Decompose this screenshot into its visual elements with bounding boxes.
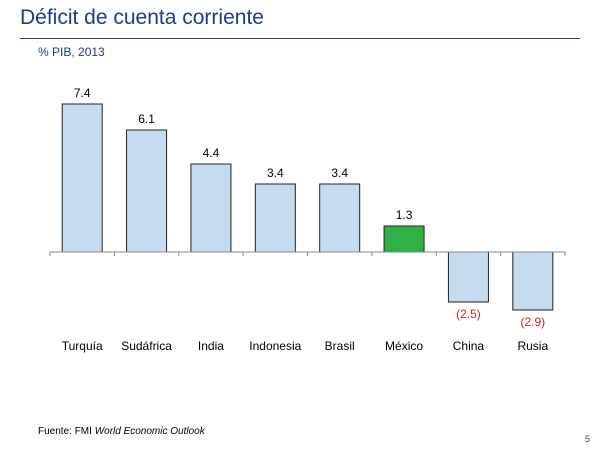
bar-value-label-1: 6.1 — [138, 112, 155, 126]
bar-6 — [447, 251, 489, 303]
bar-7 — [512, 251, 554, 311]
source-publication: World Economic Outlook — [94, 426, 205, 437]
category-label-1: Sudáfrica — [121, 339, 172, 353]
bar-4 — [319, 183, 361, 253]
bar-1 — [126, 129, 168, 253]
bar-5 — [383, 225, 425, 253]
source-prefix: Fuente: FMI — [38, 426, 95, 437]
bar-value-label-7: (2.9) — [520, 315, 545, 329]
bar-value-label-4: 3.4 — [331, 166, 348, 180]
bars-layer — [61, 103, 554, 311]
category-label-4: Brasil — [325, 339, 355, 353]
category-label-0: Turquía — [62, 339, 103, 353]
title-divider — [20, 38, 580, 39]
slide-title: Déficit de cuenta corriente — [20, 6, 264, 29]
category-label-2: India — [198, 339, 224, 353]
category-label-3: Indonesia — [249, 339, 301, 353]
page-number: 5 — [584, 434, 590, 444]
chart-subtitle: % PIB, 2013 — [38, 45, 105, 59]
bar-value-label-3: 3.4 — [267, 166, 284, 180]
category-label-7: Rusia — [517, 339, 548, 353]
bar-value-label-2: 4.4 — [203, 146, 220, 160]
bar-value-label-0: 7.4 — [74, 86, 91, 100]
bar-2 — [190, 163, 232, 253]
category-label-6: China — [453, 339, 485, 353]
bar-value-label-5: 1.3 — [396, 208, 413, 222]
bar-0 — [61, 103, 103, 253]
source-note: Fuente: FMI World Economic Outlook — [38, 426, 205, 437]
bar-value-label-6: (2.5) — [456, 307, 481, 321]
category-label-5: México — [385, 339, 423, 353]
axis-layer — [49, 251, 566, 256]
labels-layer: 7.4 Turquía 6.1 Sudáfrica 4.4 India 3.4 Indones… — [62, 86, 549, 353]
bar-3 — [254, 183, 296, 253]
